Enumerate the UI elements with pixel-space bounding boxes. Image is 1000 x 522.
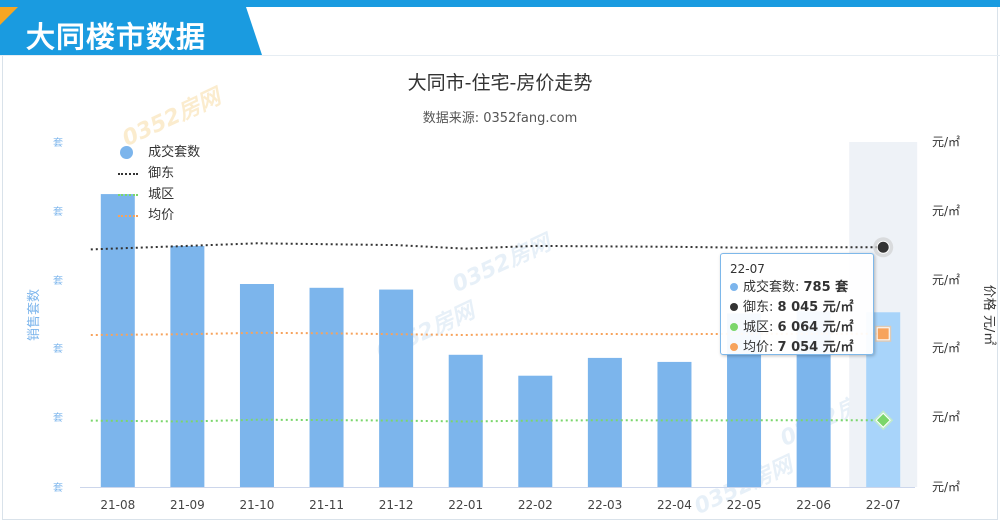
left-tick-label: 套 <box>53 136 63 149</box>
tooltip-label: 御东: <box>743 300 778 315</box>
legend-item-junjia[interactable]: 均价 <box>118 205 200 226</box>
series-line <box>90 418 884 423</box>
x-tick-label: 21-12 <box>379 498 414 512</box>
legend-label: 城区 <box>148 187 175 202</box>
x-tick-label: 22-02 <box>518 498 553 512</box>
x-tick-label: 22-04 <box>657 498 692 512</box>
bar <box>587 357 622 487</box>
left-tick-label: 套 <box>53 205 63 218</box>
tooltip-value: 8 045 元/㎡ <box>777 300 854 315</box>
right-tick-label: 元/㎡ <box>932 410 960 424</box>
legend-line-symbol <box>118 172 138 175</box>
legend-line-symbol <box>118 193 138 196</box>
legend-circle-symbol <box>120 146 133 159</box>
left-axis-title: 销售套数 <box>26 289 42 341</box>
legend-item-bars[interactable]: 成交套数 <box>118 142 200 163</box>
right-tick-label: 元/㎡ <box>932 273 960 287</box>
header-tab: 大同楼市数据 <box>0 7 262 55</box>
tooltip-row: 城区: 6 064 元/㎡ <box>730 318 864 338</box>
legend-label: 成交套数 <box>148 145 201 160</box>
chart-title: 大同市-住宅-房价走势 <box>407 72 593 94</box>
chart-tooltip: 22-07 成交套数: 785 套 御东: 8 045 元/㎡ 城区: 6 06… <box>720 253 874 355</box>
legend-label: 均价 <box>148 208 175 223</box>
x-tick-label: 22-01 <box>448 498 483 512</box>
tooltip-dot <box>730 323 738 331</box>
bar <box>379 289 414 487</box>
page-title: 大同楼市数据 <box>26 20 207 54</box>
tooltip-label: 城区: <box>743 320 778 335</box>
series-line <box>90 242 884 251</box>
x-tick-label: 22-05 <box>727 498 762 512</box>
left-tick-label: 套 <box>53 274 63 287</box>
legend-line-symbol <box>118 214 138 217</box>
bar <box>309 287 344 487</box>
right-axis-title: 价格 元/㎡ <box>981 285 997 346</box>
bar <box>100 194 135 488</box>
bar <box>518 375 553 487</box>
chart-subtitle: 数据来源: 0352fang.com <box>422 111 578 126</box>
left-tick-label: 套 <box>53 411 63 424</box>
top-accent-bar <box>0 0 1000 7</box>
tooltip-value: 6 064 元/㎡ <box>777 320 854 335</box>
bar <box>170 245 205 487</box>
right-tick-label: 元/㎡ <box>932 480 960 494</box>
tooltip-label: 均价: <box>743 340 778 355</box>
left-tick-label: 套 <box>53 481 63 494</box>
marker-junjia <box>876 327 890 341</box>
marker-yudong <box>876 240 890 254</box>
x-tick-label: 21-10 <box>240 498 275 512</box>
bar <box>657 361 692 487</box>
tooltip-label: 成交套数: <box>743 280 804 295</box>
header-divider <box>0 55 1000 56</box>
tooltip-row: 成交套数: 785 套 <box>730 278 864 298</box>
tooltip-dot <box>730 283 738 291</box>
x-tick-label: 22-06 <box>796 498 831 512</box>
tooltip-value: 7 054 元/㎡ <box>777 340 854 355</box>
right-tick-label: 元/㎡ <box>932 135 960 149</box>
x-tick-label: 22-07 <box>866 498 901 512</box>
marker-chengqu <box>875 412 891 428</box>
legend-item-yudong[interactable]: 御东 <box>118 163 200 184</box>
x-tick-label: 21-11 <box>309 498 344 512</box>
x-tick-label: 22-03 <box>587 498 622 512</box>
chart-legend: 成交套数 御东 城区 均价 <box>118 142 200 226</box>
tab-corner-accent <box>0 7 18 25</box>
tooltip-dot <box>730 343 738 351</box>
x-tick-label: 21-09 <box>170 498 205 512</box>
bar <box>239 284 274 487</box>
left-tick-label: 套 <box>53 342 63 355</box>
legend-item-chengqu[interactable]: 城区 <box>118 184 200 205</box>
legend-label: 御东 <box>148 166 175 181</box>
x-tick-label: 21-08 <box>100 498 135 512</box>
right-tick-label: 元/㎡ <box>932 341 960 355</box>
tooltip-dot <box>730 303 738 311</box>
tooltip-row: 御东: 8 045 元/㎡ <box>730 298 864 318</box>
right-tick-label: 元/㎡ <box>932 204 960 218</box>
tooltip-value: 785 套 <box>803 280 849 295</box>
tooltip-row: 均价: 7 054 元/㎡ <box>730 338 864 358</box>
tooltip-header: 22-07 <box>730 262 765 276</box>
